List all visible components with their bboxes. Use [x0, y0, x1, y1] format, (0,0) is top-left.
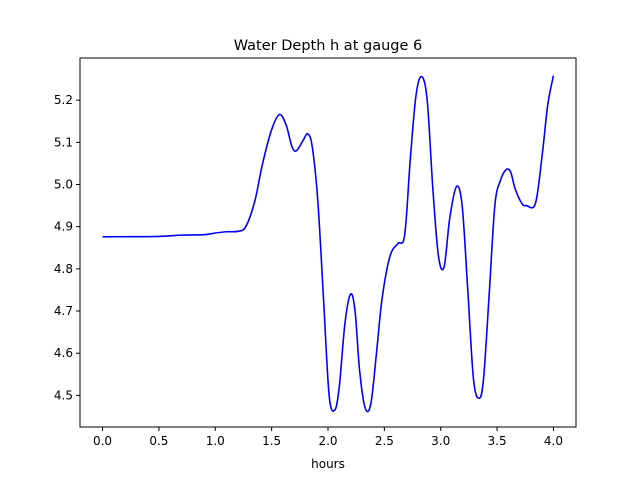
plot-area	[102, 75, 555, 413]
x-tick-label: 0.0	[93, 434, 112, 448]
x-tick-label: 3.5	[488, 434, 507, 448]
x-axis-label: hours	[311, 457, 345, 471]
y-tick-label: 4.7	[54, 304, 73, 318]
y-tick-label: 5.2	[54, 93, 73, 107]
y-tick-label: 5.0	[54, 178, 73, 192]
x-axis: 0.0 0.5 1.0 1.5 2.0 2.5 3.0 3.5 4.0	[93, 427, 563, 448]
series-line-0	[102, 75, 555, 413]
y-tick-label: 4.6	[54, 346, 73, 360]
chart-title: Water Depth h at gauge 6	[234, 38, 422, 54]
x-tick-label: 4.0	[544, 434, 563, 448]
y-tick-label: 4.8	[54, 262, 73, 276]
x-tick-label: 1.0	[206, 434, 225, 448]
y-tick-label: 5.1	[54, 135, 73, 149]
y-tick-label: 4.5	[54, 388, 73, 402]
y-tick-label: 4.9	[54, 220, 73, 234]
x-tick-label: 2.0	[318, 434, 337, 448]
x-tick-label: 3.0	[431, 434, 450, 448]
x-tick-label: 2.5	[375, 434, 394, 448]
x-tick-label: 1.5	[262, 434, 281, 448]
y-axis: 4.5 4.6 4.7 4.8 4.9 5.0 5.1 5.2	[54, 93, 80, 402]
x-tick-label: 0.5	[149, 434, 168, 448]
